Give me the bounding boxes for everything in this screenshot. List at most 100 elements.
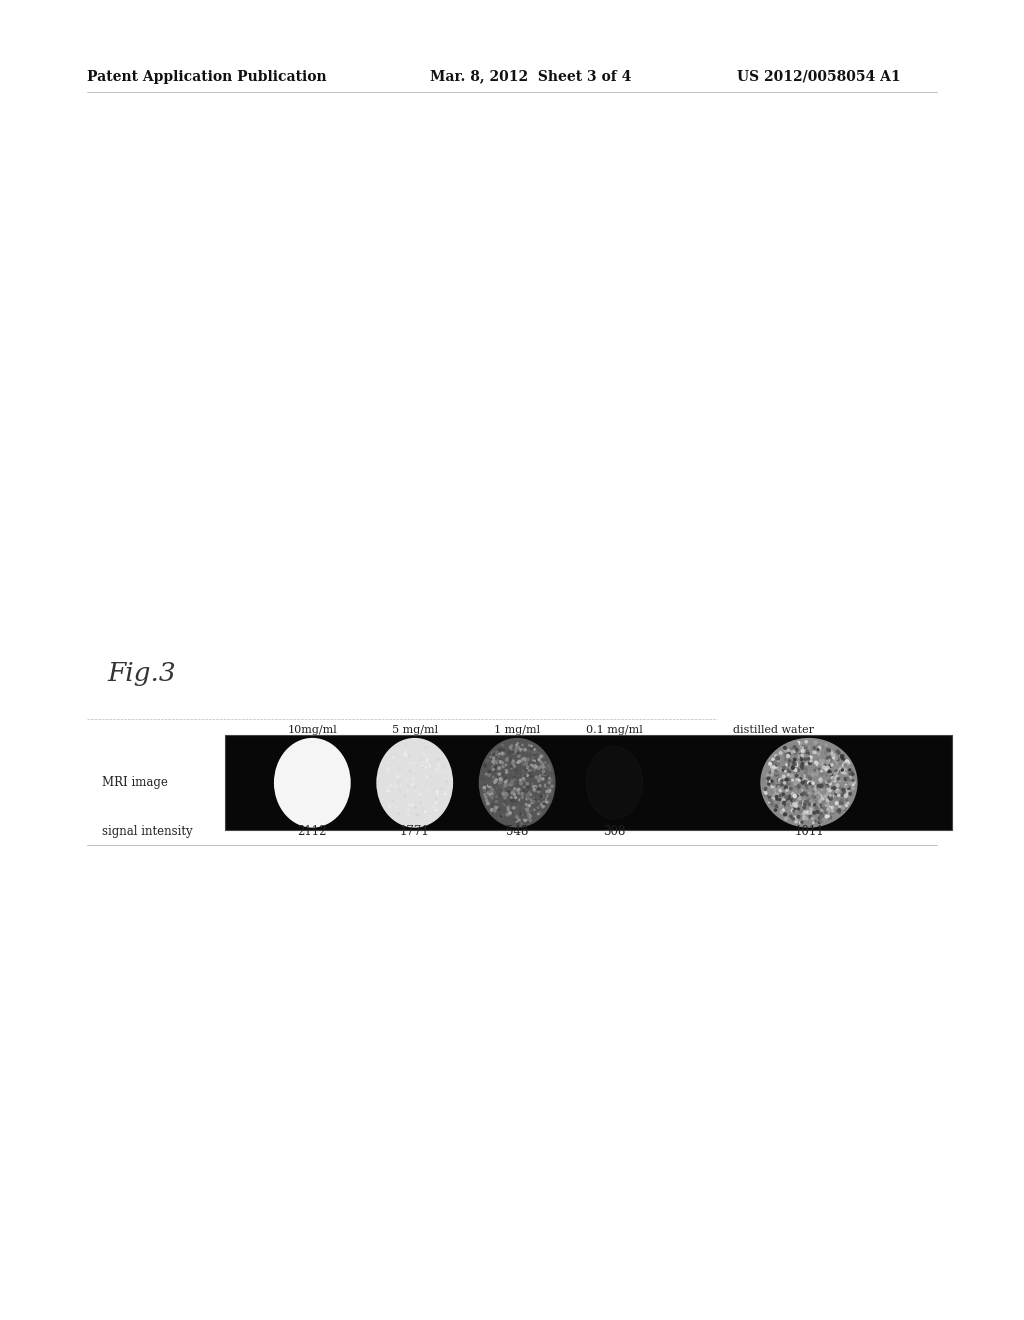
- Point: [480, 763, 497, 784]
- Point: [778, 770, 795, 791]
- Point: [774, 758, 791, 779]
- Point: [787, 792, 804, 813]
- Point: [411, 750, 427, 771]
- Point: [422, 805, 438, 826]
- Point: [413, 792, 429, 813]
- Point: [389, 767, 406, 788]
- Point: [476, 777, 493, 799]
- Point: [486, 800, 503, 821]
- Point: [380, 771, 396, 792]
- Point: [496, 781, 512, 803]
- Point: [527, 776, 544, 797]
- Text: distilled water: distilled water: [732, 725, 814, 735]
- Point: [411, 805, 427, 826]
- Point: [411, 735, 427, 756]
- Point: [488, 791, 505, 812]
- Point: [489, 763, 506, 784]
- Point: [524, 742, 541, 763]
- Point: [762, 762, 778, 783]
- Point: [488, 785, 505, 807]
- Point: [402, 762, 419, 783]
- Point: [812, 741, 828, 762]
- Point: [786, 785, 803, 807]
- Point: [539, 756, 555, 777]
- Point: [788, 788, 805, 809]
- Point: [813, 780, 829, 801]
- Point: [818, 776, 835, 797]
- Point: [764, 756, 780, 777]
- Point: [765, 759, 781, 780]
- Point: [787, 742, 804, 763]
- Point: [819, 783, 836, 804]
- Point: [485, 799, 502, 820]
- Point: [796, 797, 812, 818]
- Point: [800, 768, 816, 789]
- Point: [431, 750, 447, 771]
- Point: [783, 766, 800, 787]
- Point: [829, 762, 846, 783]
- Point: [791, 776, 807, 797]
- Point: [798, 754, 814, 775]
- Point: [815, 809, 831, 830]
- Point: [492, 751, 508, 772]
- Point: [497, 787, 513, 808]
- Point: [840, 768, 856, 789]
- Point: [777, 789, 794, 810]
- Point: [806, 738, 822, 759]
- Point: [498, 787, 514, 808]
- Point: [494, 771, 510, 792]
- Point: [521, 783, 538, 804]
- Point: [803, 750, 819, 771]
- Point: [801, 772, 817, 793]
- Point: [782, 805, 799, 826]
- Point: [761, 774, 777, 795]
- Point: [484, 779, 501, 800]
- Point: [839, 756, 855, 777]
- Point: [766, 787, 782, 808]
- Point: [519, 801, 536, 822]
- Point: [845, 777, 861, 799]
- Point: [515, 768, 531, 789]
- Text: 2112: 2112: [298, 825, 327, 838]
- Point: [769, 788, 785, 809]
- Point: [536, 760, 552, 781]
- Point: [803, 747, 819, 768]
- Point: [536, 795, 552, 816]
- Point: [479, 793, 496, 814]
- Point: [516, 772, 532, 793]
- Point: [396, 785, 413, 807]
- Point: [499, 748, 515, 770]
- Point: [840, 792, 856, 813]
- Point: [486, 796, 503, 817]
- Point: [775, 784, 792, 805]
- Point: [812, 791, 828, 812]
- Point: [772, 775, 788, 796]
- Point: [504, 742, 520, 763]
- Point: [544, 774, 560, 795]
- Point: [500, 799, 516, 820]
- Point: [392, 779, 409, 800]
- Point: [784, 793, 801, 814]
- Point: [780, 770, 797, 791]
- Point: [824, 748, 841, 770]
- Point: [818, 742, 835, 763]
- Point: [803, 803, 819, 824]
- Point: [786, 799, 803, 820]
- Point: [540, 784, 556, 805]
- Point: [477, 763, 494, 784]
- Point: [514, 787, 530, 808]
- Point: [825, 775, 842, 796]
- Point: [540, 755, 556, 776]
- Point: [519, 776, 536, 797]
- Point: [825, 744, 842, 766]
- Point: [380, 780, 396, 801]
- Point: [481, 781, 498, 803]
- Point: [420, 738, 436, 759]
- Point: [419, 766, 435, 787]
- Point: [526, 803, 543, 824]
- Point: [795, 754, 811, 775]
- Point: [799, 808, 815, 829]
- Point: [813, 775, 829, 796]
- Point: [400, 804, 417, 825]
- Point: [823, 764, 840, 785]
